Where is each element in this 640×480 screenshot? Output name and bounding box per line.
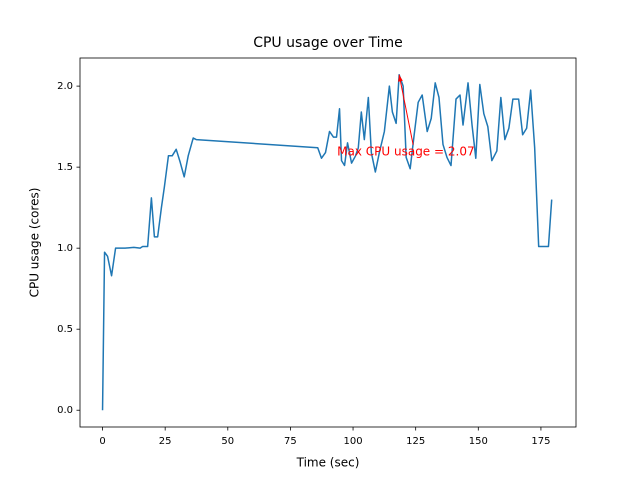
annotation-text: Max CPU usage = 2.07	[337, 144, 474, 158]
annotation-arrowhead	[398, 74, 403, 82]
x-tick-label: 175	[531, 436, 550, 447]
annotation-arrow	[398, 74, 414, 145]
y-tick-label: 0.0	[57, 405, 73, 416]
plot-frame	[79, 57, 577, 428]
x-axis-label: Time (sec)	[296, 456, 360, 470]
y-tick-label: 2.0	[57, 81, 73, 92]
x-tick-label: 150	[469, 436, 488, 447]
chart-title: CPU usage over Time	[253, 35, 403, 51]
x-tick-label: 25	[159, 436, 172, 447]
y-tick-label: 0.5	[57, 324, 73, 335]
x-tick-label: 125	[406, 436, 425, 447]
x-tick-label: 75	[284, 436, 297, 447]
x-tick-label: 100	[344, 436, 363, 447]
y-axis-label: CPU usage (cores)	[28, 188, 42, 298]
y-tick-label: 1.0	[57, 243, 73, 254]
x-tick-label: 0	[99, 436, 105, 447]
y-tick-label: 1.5	[57, 162, 73, 173]
x-tick-label: 50	[221, 436, 234, 447]
data-line	[101, 74, 553, 411]
